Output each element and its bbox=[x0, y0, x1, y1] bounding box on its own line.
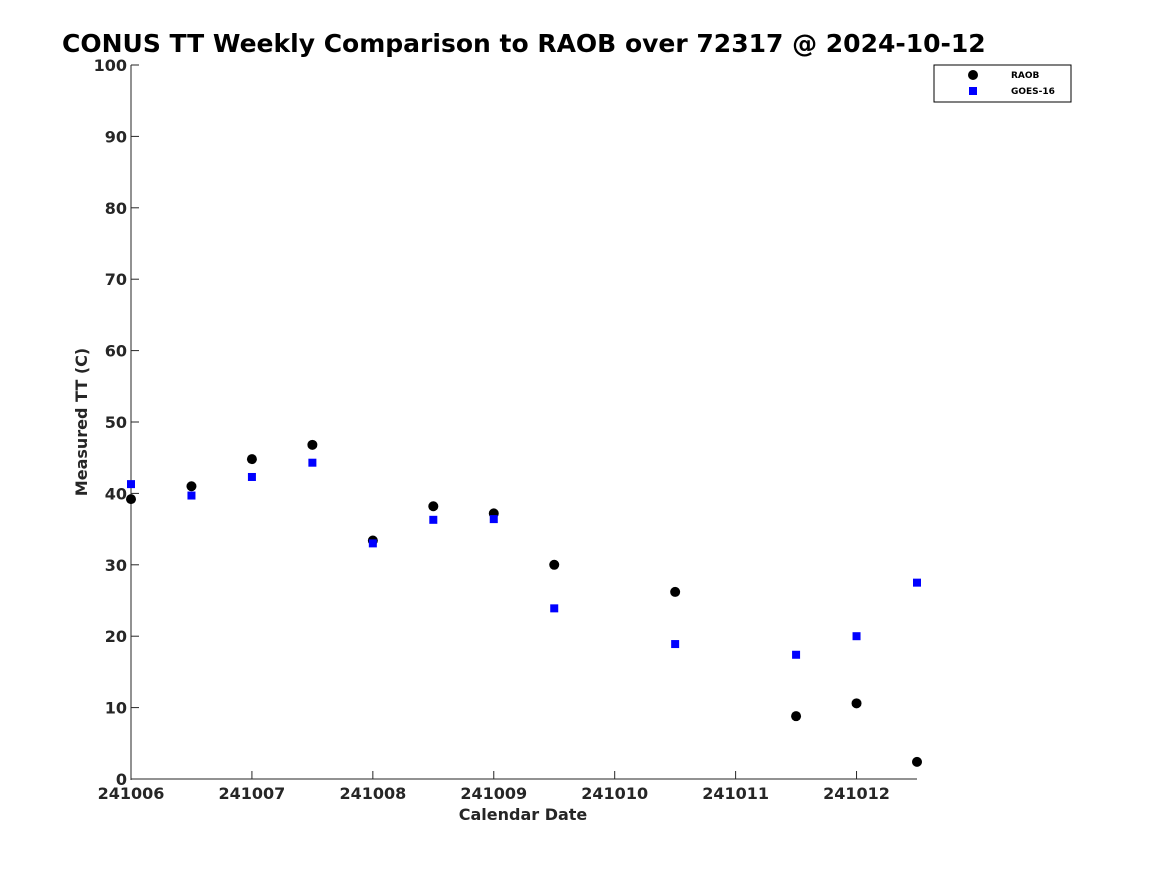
y-tick-label: 60 bbox=[105, 342, 127, 361]
data-point bbox=[307, 439, 318, 450]
x-tick-label: 241012 bbox=[823, 784, 890, 803]
data-point bbox=[851, 698, 862, 709]
data-point bbox=[670, 586, 681, 597]
x-tick-label: 241006 bbox=[98, 784, 165, 803]
series-raob bbox=[126, 439, 922, 767]
data-point bbox=[549, 559, 560, 570]
legend: RAOB GOES-16 bbox=[933, 64, 1072, 103]
series-goes-16 bbox=[127, 458, 921, 659]
data-point bbox=[126, 494, 136, 505]
series-layer bbox=[126, 439, 922, 767]
y-tick-label: 10 bbox=[105, 699, 127, 718]
x-tick-label: 241010 bbox=[581, 784, 648, 803]
x-tick-label: 241007 bbox=[219, 784, 286, 803]
y-tick-label: 70 bbox=[105, 270, 127, 289]
data-point bbox=[247, 472, 256, 481]
y-tick-label: 50 bbox=[105, 413, 127, 432]
legend-marker bbox=[969, 87, 977, 95]
y-tick-label: 90 bbox=[105, 127, 127, 146]
y-tick-label: 30 bbox=[105, 556, 127, 575]
x-tick-label: 241009 bbox=[460, 784, 527, 803]
y-tick-label: 20 bbox=[105, 627, 127, 646]
x-ticks: 241006 241007 241008 241009 241010 241011 2410… bbox=[98, 771, 890, 803]
data-point bbox=[368, 539, 377, 548]
y-tick-label: 0 bbox=[116, 770, 127, 789]
legend-label: GOES-16 bbox=[1011, 87, 1055, 97]
y-axis-label: Measured TT (C) bbox=[72, 348, 91, 496]
data-point bbox=[127, 480, 135, 489]
legend-marker bbox=[968, 70, 978, 80]
data-point bbox=[428, 501, 439, 512]
y-tick-label: 40 bbox=[105, 484, 127, 503]
y-tick-label: 100 bbox=[94, 56, 127, 75]
data-point bbox=[187, 491, 196, 500]
data-point bbox=[246, 454, 257, 465]
y-ticks: 0 10 20 30 40 50 60 70 80 90 100 bbox=[94, 56, 139, 789]
x-tick-label: 241008 bbox=[339, 784, 406, 803]
axes bbox=[130, 65, 917, 780]
data-point bbox=[186, 481, 197, 492]
data-point bbox=[792, 650, 801, 659]
legend-box bbox=[933, 64, 1072, 103]
legend-label: RAOB bbox=[1011, 71, 1040, 81]
data-point bbox=[852, 632, 861, 641]
data-point bbox=[308, 458, 317, 467]
chart-title: CONUS TT Weekly Comparison to RAOB over … bbox=[62, 29, 986, 58]
data-point bbox=[671, 640, 680, 649]
data-point bbox=[912, 756, 922, 767]
data-point bbox=[791, 711, 802, 722]
data-point bbox=[550, 604, 559, 613]
x-axis-label: Calendar Date bbox=[459, 805, 588, 824]
data-point bbox=[429, 515, 438, 524]
data-point bbox=[913, 578, 921, 587]
y-tick-label: 80 bbox=[105, 199, 127, 218]
x-tick-label: 241011 bbox=[702, 784, 769, 803]
data-point bbox=[489, 515, 498, 524]
